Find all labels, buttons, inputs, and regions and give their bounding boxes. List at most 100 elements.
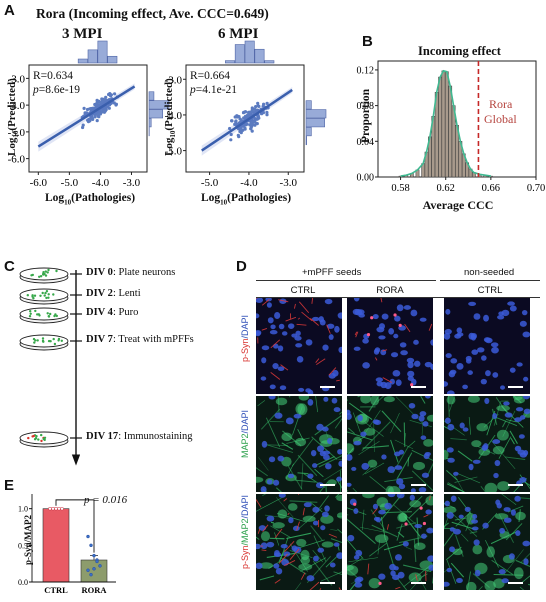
- nucleus: [338, 460, 342, 467]
- nucleus: [353, 346, 361, 351]
- dish-cell: [52, 337, 55, 341]
- nucleus: [256, 313, 260, 319]
- nucleus: [287, 323, 295, 329]
- nucleus: [325, 463, 332, 470]
- neurite: [450, 438, 467, 441]
- psyn-aggregate: [355, 331, 359, 338]
- nucleus: [456, 577, 463, 583]
- dish-cell: [29, 310, 32, 313]
- dish-cell: [29, 312, 32, 315]
- y-tick-label: -4.0: [8, 100, 26, 112]
- panel-c-timeline: [19, 267, 82, 466]
- microscopy-canvas: [444, 301, 530, 394]
- plot2-ylabel: Log10(Predicted): [163, 62, 177, 172]
- nucleus: [331, 397, 338, 404]
- ylabel-rest: (Predicted): [5, 78, 18, 131]
- plot1-subtitle: 3 MPI: [62, 26, 103, 42]
- nucleus: [256, 562, 263, 570]
- nucleus: [407, 376, 414, 381]
- nucleus: [332, 369, 339, 377]
- scatter-point: [230, 119, 234, 123]
- nucleus: [287, 473, 295, 479]
- psyn-aggregate: [404, 323, 411, 333]
- nucleus: [490, 342, 499, 348]
- scale-bar: [411, 582, 426, 584]
- nucleus: [483, 314, 489, 322]
- scatter-point: [243, 114, 248, 118]
- nucleus: [375, 517, 382, 523]
- dish-cell: [52, 293, 55, 296]
- psyn-aggregate: [280, 364, 289, 371]
- neurite: [294, 479, 316, 483]
- soma: [298, 563, 313, 571]
- nucleus: [390, 570, 396, 577]
- scatter-point: [254, 121, 258, 125]
- nucleus: [504, 412, 513, 418]
- e-axis: 0.0 0.5 1.0: [18, 494, 116, 587]
- neurite: [411, 449, 433, 461]
- neurite: [520, 497, 530, 500]
- nucleus: [399, 342, 407, 348]
- dish-cell: [44, 270, 47, 273]
- nucleus: [456, 327, 463, 334]
- psyn-aggregate: [296, 521, 300, 531]
- hist-bars: [398, 70, 493, 178]
- right-hist-bar: [305, 118, 325, 128]
- nucleus: [424, 361, 433, 368]
- nucleus: [492, 439, 501, 444]
- p-italic: p: [190, 84, 196, 96]
- neurite: [348, 402, 373, 420]
- nucleus: [270, 324, 276, 330]
- dish-cell: [45, 296, 48, 300]
- nucleus: [514, 445, 522, 452]
- nucleus: [307, 473, 314, 479]
- neurite: [314, 415, 342, 436]
- psyn-dot: [404, 522, 408, 526]
- panel-c-letter: C: [4, 258, 15, 275]
- dish-cell: [39, 275, 43, 278]
- psyn-aggregate: [294, 303, 296, 309]
- dish-cell: [33, 294, 37, 297]
- column-label-underline: [256, 297, 540, 298]
- nucleus: [446, 390, 455, 394]
- soma: [360, 396, 372, 404]
- psyn-dot: [393, 313, 397, 317]
- dish-cell: [36, 339, 39, 342]
- neurite: [325, 485, 327, 492]
- nucleus: [266, 302, 272, 308]
- nucleus: [260, 376, 267, 381]
- e-data-point: [86, 534, 90, 539]
- psyn-aggregate: [354, 331, 358, 336]
- nucleus: [491, 346, 499, 354]
- nucleus: [273, 563, 280, 569]
- nucleus: [268, 456, 276, 463]
- nucleus: [347, 482, 352, 487]
- nucleus: [338, 346, 342, 353]
- nucleus: [522, 540, 530, 547]
- soma: [467, 396, 480, 403]
- nucleus: [378, 335, 386, 340]
- scatter-point: [97, 115, 101, 119]
- soma: [471, 440, 482, 448]
- psyn-aggregate: [372, 508, 378, 515]
- neurite: [493, 401, 502, 426]
- soma: [281, 432, 293, 442]
- scatter-point: [233, 122, 237, 126]
- soma: [347, 565, 359, 576]
- neurite: [347, 427, 355, 434]
- y-tick-label: -5.0: [8, 127, 26, 139]
- nucleus: [480, 378, 487, 385]
- soma: [496, 405, 510, 412]
- neurite: [267, 444, 294, 453]
- neurite: [297, 454, 318, 477]
- x-tick-label: -6.0: [30, 177, 48, 189]
- dish-cell: [42, 437, 45, 441]
- dish-cell: [60, 339, 63, 342]
- neurite: [450, 562, 465, 578]
- neurite: [468, 417, 471, 435]
- nucleus: [273, 343, 279, 349]
- nucleus: [323, 396, 329, 402]
- dish-cell: [39, 294, 42, 297]
- soma: [408, 572, 422, 583]
- neurite: [347, 431, 373, 441]
